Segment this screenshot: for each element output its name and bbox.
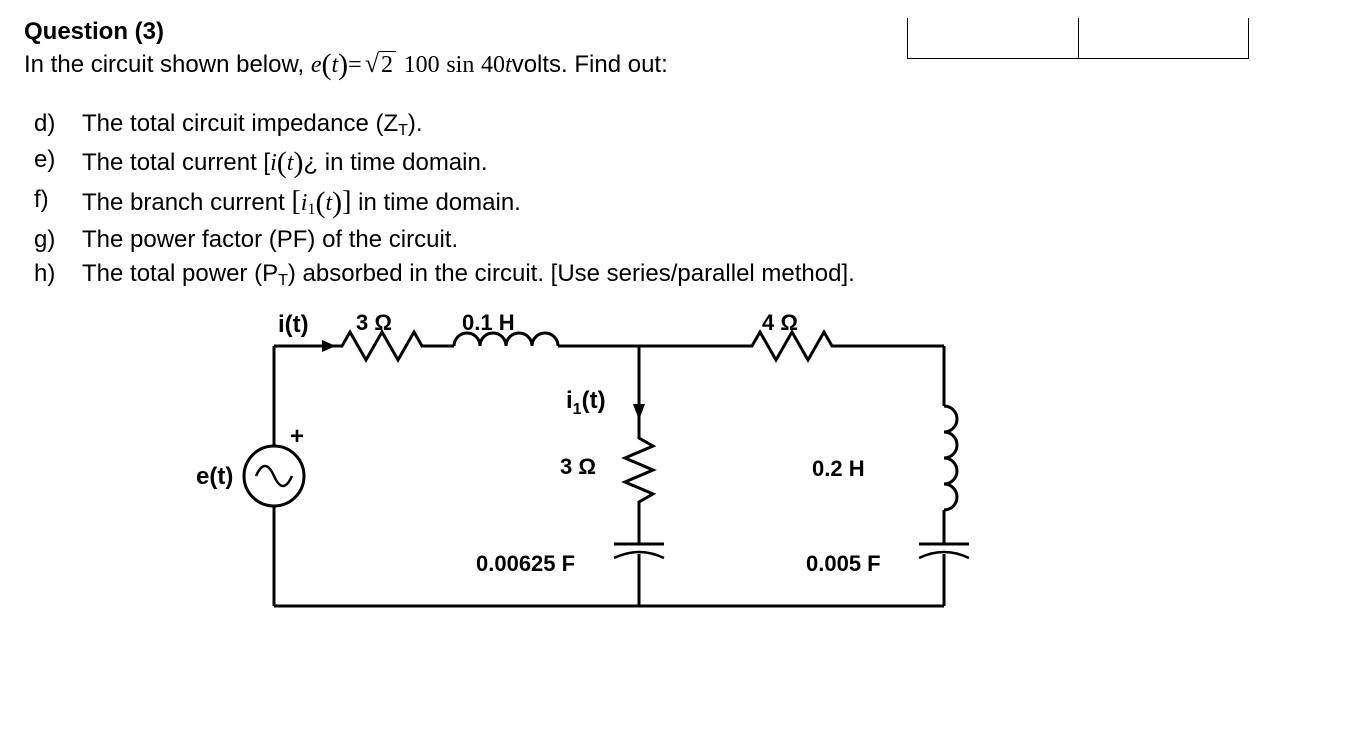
part-label: d): [34, 110, 82, 140]
l1-label: 0.1 H: [462, 310, 515, 335]
answer-grid-box: [907, 18, 1249, 59]
r1-label: 3 Ω: [356, 310, 392, 335]
source-polarity: +: [290, 423, 304, 450]
eq-trig: sin: [446, 52, 474, 78]
intro-suffix: . Find out:: [561, 51, 668, 78]
parts-list: d) The total circuit impedance (ZT). e) …: [24, 110, 1329, 290]
eq-freq: 40: [481, 52, 505, 78]
eq-unit: volts: [512, 51, 561, 78]
part-g: g) The power factor (PF) of the circuit.: [34, 226, 1329, 254]
part-label: h): [34, 260, 82, 290]
part-label: g): [34, 226, 82, 254]
i-label: i(t): [278, 311, 309, 338]
l-right-label: 0.2 H: [812, 456, 865, 481]
eq-coef: 100: [404, 52, 440, 78]
c-mid-label: 0.00625 F: [476, 551, 575, 576]
part-label: e): [34, 146, 82, 180]
c-right-label: 0.005 F: [806, 551, 881, 576]
eq-lhs-var: e: [311, 52, 322, 78]
i1-label: i1(t): [566, 387, 606, 418]
part-e: e) The total current [i(t)¿ in time doma…: [34, 146, 1329, 180]
r-mid-label: 3 Ω: [560, 454, 596, 479]
eq-var: t: [505, 52, 512, 78]
part-h: h) The total power (PT) absorbed in the …: [34, 260, 1329, 290]
part-d: d) The total circuit impedance (ZT).: [34, 110, 1329, 140]
source-label: e(t): [196, 463, 233, 490]
part-f: f) The branch current [i1(t)] in time do…: [34, 186, 1329, 220]
circuit-diagram: + e(t) i(t) 3 Ω 0.1 H 4 Ω i1(t) 3 Ω 0.00…: [194, 296, 1329, 646]
intro-prefix: In the circuit shown below,: [24, 51, 311, 78]
part-label: f): [34, 186, 82, 220]
